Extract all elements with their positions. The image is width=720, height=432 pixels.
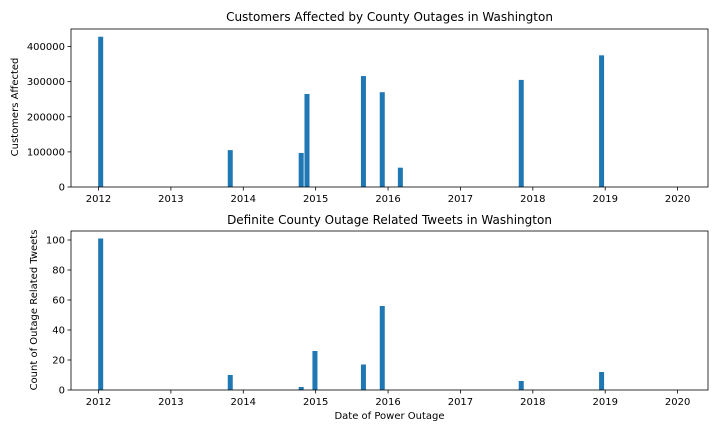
chart-bottom-x-tick-label: 2018 [520, 397, 545, 408]
chart-top-axes-frame [70, 28, 709, 188]
chart-bottom-x-tick-label: 2014 [231, 397, 256, 408]
chart-bottom-y-tick-label: 80 [52, 266, 65, 277]
chart-top-bar [98, 36, 104, 187]
chart-top: Customers Affected by County Outages in … [10, 10, 709, 205]
chart-top-bar [397, 167, 403, 187]
chart-top-y-ticks: 0 100000 200000 300000 400000 [27, 42, 71, 194]
chart-top-bar [599, 55, 605, 187]
chart-top-y-axis-label: Customers Affected [10, 58, 21, 157]
chart-top-bar [227, 150, 233, 187]
chart-bottom-x-tick-label: 2012 [86, 397, 111, 408]
chart-top-x-tick-label: 2012 [86, 194, 111, 205]
chart-bottom-y-tick-label: 40 [52, 326, 65, 337]
chart-bottom-x-tick-label: 2013 [158, 397, 183, 408]
chart-bottom: Definite County Outage Related Tweets in… [29, 213, 709, 422]
chart-bottom-axes-frame [70, 230, 709, 391]
chart-bottom-y-tick-label: 0 [59, 386, 65, 397]
chart-bottom-bar [227, 375, 233, 390]
chart-bottom-x-tick-label: 2019 [592, 397, 617, 408]
chart-top-bar [298, 152, 304, 187]
chart-top-x-tick-label: 2015 [303, 194, 328, 205]
chart-top-bar [379, 92, 385, 187]
chart-top-bar [304, 93, 310, 187]
chart-top-y-tick-label: 0 [59, 183, 65, 194]
chart-bottom-bar [312, 351, 318, 390]
chart-top-x-ticks: 2012 2013 2014 2015 2016 2017 2018 2019 2020 [86, 187, 690, 205]
chart-bottom-title: Definite County Outage Related Tweets in… [227, 213, 552, 227]
chart-top-bars [98, 36, 605, 187]
chart-bottom-y-ticks: 0 20 40 60 80 100 [46, 236, 71, 397]
chart-top-x-tick-label: 2013 [158, 194, 183, 205]
chart-bottom-y-tick-label: 60 [52, 296, 65, 307]
chart-top-x-tick-label: 2016 [375, 194, 400, 205]
chart-bottom-y-axis-label: Count of Outage Related Tweets [29, 230, 40, 391]
chart-top-y-tick-label: 400000 [27, 42, 65, 53]
chart-bottom-x-tick-label: 2020 [665, 397, 690, 408]
chart-bottom-bar [379, 306, 385, 390]
chart-top-bar [518, 79, 524, 187]
chart-top-x-tick-label: 2017 [448, 194, 473, 205]
chart-bottom-bar [518, 381, 524, 390]
chart-bottom-x-tick-label: 2017 [448, 397, 473, 408]
chart-bottom-bars [98, 238, 605, 390]
chart-bottom-x-tick-label: 2015 [303, 397, 328, 408]
chart-bottom-bar [98, 238, 104, 390]
chart-top-y-tick-label: 300000 [27, 77, 65, 88]
chart-bottom-x-ticks: 2012 2013 2014 2015 2016 2017 2018 2019 2020 [86, 390, 690, 408]
chart-bottom-y-tick-label: 100 [46, 236, 65, 247]
chart-top-title: Customers Affected by County Outages in … [226, 10, 553, 24]
chart-top-x-tick-label: 2018 [520, 194, 545, 205]
chart-bottom-y-tick-label: 20 [52, 356, 65, 367]
chart-top-bar [360, 76, 366, 187]
chart-top-x-tick-label: 2014 [231, 194, 256, 205]
chart-top-x-tick-label: 2019 [592, 194, 617, 205]
chart-top-x-tick-label: 2020 [665, 194, 690, 205]
chart-bottom-bar [298, 387, 304, 390]
chart-bottom-bar [360, 364, 366, 390]
chart-top-y-tick-label: 200000 [27, 112, 65, 123]
chart-bottom-x-axis-label: Date of Power Outage [334, 411, 444, 422]
chart-bottom-bar [599, 372, 605, 390]
chart-bottom-x-tick-label: 2016 [375, 397, 400, 408]
chart-top-y-tick-label: 100000 [27, 147, 65, 158]
